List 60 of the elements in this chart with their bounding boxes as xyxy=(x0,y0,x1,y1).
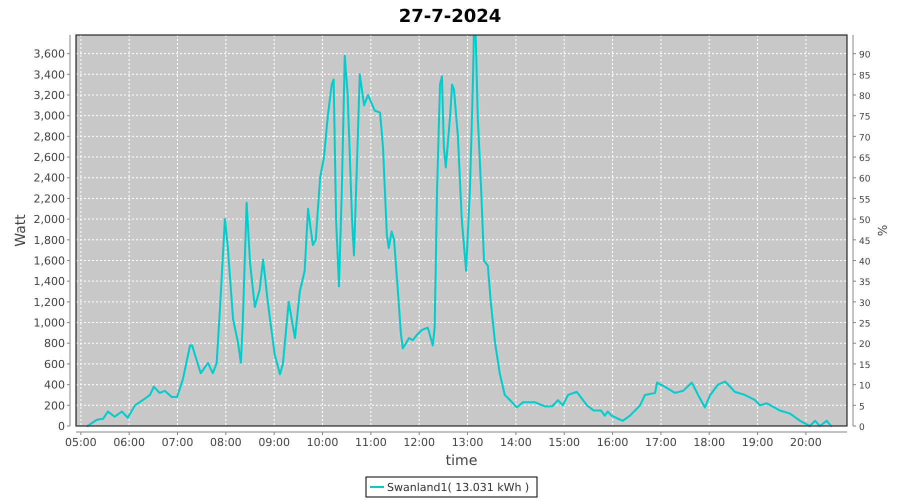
line-series xyxy=(86,35,832,427)
x-tick-label: 10:00 xyxy=(306,436,338,449)
y-tick-label: 1,200 xyxy=(34,296,65,309)
x-tick-label: 12:00 xyxy=(403,436,436,449)
x-tick-label: 17:00 xyxy=(645,436,677,449)
x-tick-label: 19:00 xyxy=(742,436,774,449)
y2-tick-label: 20 xyxy=(859,340,871,350)
y2-tick-label: 60 xyxy=(859,174,871,185)
x-tick-label: 09:00 xyxy=(258,436,290,449)
y2-tick-label: 50 xyxy=(859,216,871,226)
y2-tick-label: 5 xyxy=(859,402,865,412)
y2-tick-label: 55 xyxy=(859,195,870,206)
y2-tick-label: 35 xyxy=(859,278,870,288)
x-tick-label: 08:00 xyxy=(210,436,242,449)
y2-tick-label: 85 xyxy=(859,71,870,82)
y-tick-label: 1,800 xyxy=(34,234,65,247)
y-tick-label: 3,200 xyxy=(34,88,65,102)
chart-title: 27-7-2024 xyxy=(398,6,502,27)
y2-tick-label: 0 xyxy=(859,423,865,433)
y2-tick-label: 30 xyxy=(859,298,871,309)
x-tick-label: 14:00 xyxy=(500,436,532,449)
y-tick-label: 1,000 xyxy=(34,316,65,330)
y-tick-label: 2,600 xyxy=(34,151,65,164)
y-tick-label: 200 xyxy=(44,399,65,412)
y-tick-label: 3,600 xyxy=(34,48,65,61)
y-axis-title: Watt xyxy=(13,214,29,247)
x-tick-label: 18:00 xyxy=(693,436,726,449)
y2-tick-label: 80 xyxy=(859,92,871,102)
y-tick-label: 2,000 xyxy=(34,213,65,226)
y2-axis-title: % xyxy=(875,224,889,236)
y2-tick-label: 75 xyxy=(859,112,870,123)
y-tick-label: 1,600 xyxy=(34,254,65,268)
x-tick-label: 15:00 xyxy=(548,436,580,449)
y-tick-label: 2,800 xyxy=(34,130,65,144)
x-tick-label: 11:00 xyxy=(355,436,387,449)
x-tick-label: 20:00 xyxy=(790,436,822,449)
y-tick-label: 1,400 xyxy=(34,275,65,288)
y-tick-label: 2,200 xyxy=(34,192,65,206)
y-tick-label: 800 xyxy=(44,337,65,350)
y2-tick-label: 15 xyxy=(859,360,870,371)
legend-label: Swanland1( 13.031 kWh ) xyxy=(387,481,530,494)
y-tick-label: 3,400 xyxy=(34,68,65,82)
y-tick-label: 3,000 xyxy=(34,110,65,123)
x-tick-label: 16:00 xyxy=(596,436,628,449)
x-tick-label: 05:00 xyxy=(64,436,97,449)
y2-tick-label: 10 xyxy=(859,382,871,392)
y2-tick-label: 40 xyxy=(859,257,871,268)
x-axis-title: time xyxy=(446,453,478,469)
y2-tick-label: 25 xyxy=(859,320,870,330)
y2-tick-label: 70 xyxy=(859,133,871,144)
x-tick-label: 07:00 xyxy=(162,436,194,449)
y2-tick-label: 65 xyxy=(859,154,870,164)
y2-tick-label: 45 xyxy=(859,236,870,247)
y-tick-label: 2,400 xyxy=(34,172,65,185)
x-tick-label: 13:00 xyxy=(452,436,484,449)
y-tick-label: 0 xyxy=(58,420,65,433)
x-tick-label: 06:00 xyxy=(113,436,146,449)
y-tick-label: 400 xyxy=(44,378,65,392)
y2-tick-label: 90 xyxy=(859,50,871,61)
y-tick-label: 600 xyxy=(44,358,65,371)
